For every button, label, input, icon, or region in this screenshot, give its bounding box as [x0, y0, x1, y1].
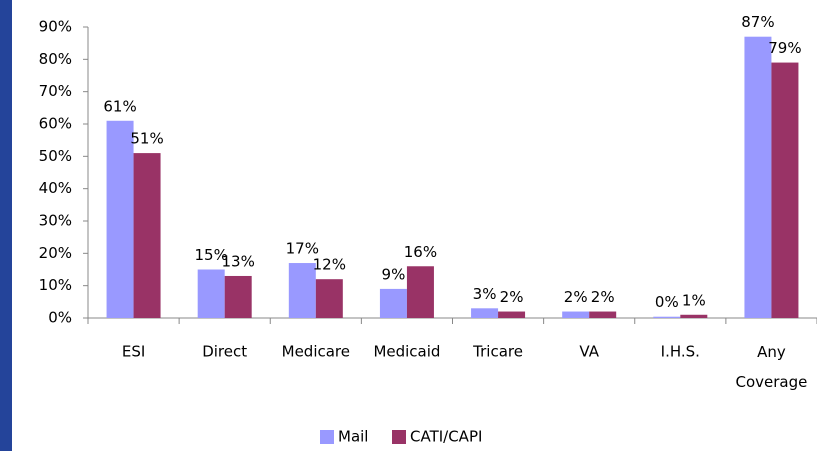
value-label: 3% [473, 285, 497, 303]
x-tick-label: Medicaid [373, 343, 440, 361]
value-label: 12% [313, 256, 346, 274]
bar [133, 153, 161, 318]
y-tick-label: 60% [39, 115, 72, 133]
value-label: 0% [655, 293, 679, 311]
bar [680, 314, 708, 318]
y-tick-label: 0% [48, 309, 72, 327]
y-tick-label: 40% [39, 179, 72, 197]
value-label: 87% [741, 13, 774, 31]
x-tick-label: Direct [202, 343, 247, 361]
legend-swatch [392, 430, 406, 444]
value-label: 79% [768, 39, 801, 57]
bar [744, 36, 772, 318]
bar [315, 279, 343, 318]
value-label: 1% [682, 291, 706, 309]
bar [197, 269, 225, 318]
value-label: 2% [500, 288, 524, 306]
value-label: 17% [286, 240, 319, 258]
y-tick-label: 70% [39, 82, 72, 100]
bar [106, 120, 134, 319]
y-tick-label: 80% [39, 50, 72, 68]
bar [379, 288, 407, 318]
value-label: 2% [591, 288, 615, 306]
value-label: 16% [404, 243, 437, 261]
x-tick-label: Any Coverage [736, 343, 808, 391]
bar [288, 263, 316, 318]
bar [471, 308, 499, 318]
x-tick-label: Medicare [282, 343, 350, 361]
y-tick-label: 20% [39, 244, 72, 262]
value-label: 61% [103, 97, 136, 115]
x-tick-label: VA [579, 343, 599, 361]
bar [224, 275, 252, 318]
value-label: 15% [195, 246, 228, 264]
legend-label: CATI/CAPI [410, 428, 482, 446]
y-tick-label: 50% [39, 147, 72, 165]
x-tick-label: Tricare [472, 343, 523, 361]
bar [498, 311, 526, 318]
legend-swatch [320, 430, 334, 444]
value-label: 2% [564, 288, 588, 306]
bar [562, 311, 590, 318]
bar [653, 316, 681, 318]
value-label: 51% [130, 130, 163, 148]
y-tick-label: 10% [39, 276, 72, 294]
bar [771, 62, 799, 318]
value-label: 13% [222, 252, 255, 270]
bar [589, 311, 617, 318]
y-tick-label: 90% [39, 18, 72, 36]
x-tick-label: ESI [122, 343, 145, 361]
bar [406, 266, 434, 318]
value-label: 9% [382, 265, 406, 283]
legend-label: Mail [338, 428, 368, 446]
x-tick-label: I.H.S. [661, 343, 700, 361]
y-tick-label: 30% [39, 212, 72, 230]
